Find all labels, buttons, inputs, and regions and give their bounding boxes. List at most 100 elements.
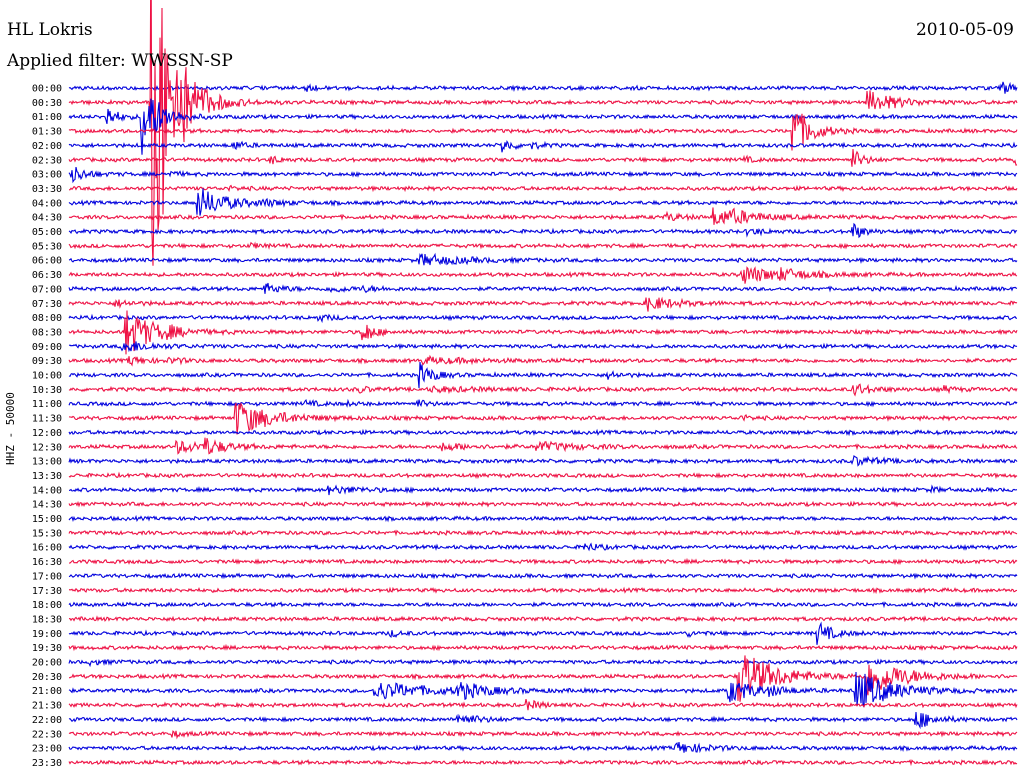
date-label: 2010-05-09 (915, 20, 1014, 40)
trace-line (68, 454, 1018, 467)
time-label: 20:30 (32, 672, 62, 683)
time-label: 11:00 (32, 399, 62, 410)
time-label: 04:00 (32, 198, 62, 209)
time-label: 04:30 (32, 213, 62, 224)
time-label: 02:00 (32, 141, 62, 152)
time-label: 14:00 (32, 485, 62, 496)
time-label: 01:00 (32, 112, 62, 123)
trace-line (68, 362, 1018, 389)
time-label: 11:30 (32, 414, 62, 425)
trace-line (68, 313, 1018, 324)
trace-line (68, 296, 1018, 312)
trace-line (68, 557, 1018, 566)
time-label: 22:00 (32, 715, 62, 726)
time-label: 12:00 (32, 428, 62, 439)
trace-line (68, 207, 1018, 225)
trace-line (68, 471, 1018, 480)
trace-line (68, 437, 1018, 455)
time-label: 14:30 (32, 500, 62, 511)
time-label: 07:30 (32, 299, 62, 310)
trace-line (68, 398, 1018, 408)
time-label: 05:00 (32, 227, 62, 238)
time-label: 17:30 (32, 586, 62, 597)
station-title: HL Lokris (7, 20, 93, 40)
time-label: 08:00 (32, 313, 62, 324)
time-label: 03:30 (32, 184, 62, 195)
trace-line (68, 643, 1018, 652)
trace-line (68, 383, 1018, 397)
time-label: 16:30 (32, 557, 62, 568)
time-label: 15:30 (32, 528, 62, 539)
time-label: 06:00 (32, 256, 62, 267)
channel-label: HHZ - 50000 (4, 392, 17, 465)
time-label: 13:30 (32, 471, 62, 482)
trace-line (68, 241, 1018, 250)
trace-line (68, 759, 1018, 767)
time-label: 21:30 (32, 701, 62, 712)
time-label: 12:30 (32, 442, 62, 453)
trace-line (68, 500, 1018, 508)
time-label: 18:30 (32, 614, 62, 625)
trace-line (68, 149, 1018, 167)
trace-line (68, 542, 1018, 552)
time-label: 05:30 (32, 241, 62, 252)
trace-line (68, 484, 1018, 496)
time-label: 19:00 (32, 629, 62, 640)
time-label: 06:30 (32, 270, 62, 281)
time-label: 13:00 (32, 457, 62, 468)
trace-line (68, 698, 1018, 711)
time-label: 03:00 (32, 170, 62, 181)
trace-line (68, 730, 1018, 740)
time-label: 00:30 (32, 98, 62, 109)
trace-line (68, 222, 1018, 239)
trace-line (68, 341, 1018, 353)
trace-line (68, 712, 1018, 730)
time-label: 07:00 (32, 284, 62, 295)
time-label: 17:00 (32, 571, 62, 582)
time-label: 10:00 (32, 371, 62, 382)
trace-line (68, 81, 1018, 94)
trace-line (68, 184, 1018, 193)
trace-line (68, 671, 1018, 708)
time-label: 19:30 (32, 643, 62, 654)
trace-line (68, 658, 1018, 668)
trace-line (68, 166, 1018, 184)
trace-line (68, 354, 1018, 367)
trace-line (68, 252, 1018, 266)
time-label: 20:00 (32, 658, 62, 669)
trace-line (68, 266, 1018, 284)
trace-line (68, 428, 1018, 437)
trace-line (68, 188, 1018, 216)
trace-line (68, 282, 1018, 294)
trace-line (68, 528, 1018, 537)
time-label-group: 00:00 00:30 01:00 01:30 02:00 02:30 03:00 03:30… (32, 84, 62, 769)
trace-line (68, 621, 1018, 645)
trace-line (68, 514, 1018, 523)
trace-group (68, 0, 1018, 767)
time-label: 08:30 (32, 327, 62, 338)
time-label: 09:30 (32, 356, 62, 367)
filter-label: Applied filter: WWSSN-SP (7, 51, 233, 71)
time-label: 23:00 (32, 744, 62, 755)
trace-line (68, 113, 1018, 151)
trace-line (68, 586, 1018, 595)
trace-line (68, 0, 1018, 266)
time-label: 22:30 (32, 729, 62, 740)
trace-line (68, 741, 1018, 754)
time-label: 02:30 (32, 155, 62, 166)
trace-line (68, 140, 1018, 153)
trace-line (68, 310, 1018, 355)
time-label: 10:30 (32, 385, 62, 396)
time-label: 09:00 (32, 342, 62, 353)
time-label: 01:30 (32, 127, 62, 138)
time-label: 23:30 (32, 758, 62, 769)
trace-line (68, 98, 1018, 155)
trace-line (68, 615, 1018, 623)
trace-line (68, 600, 1018, 609)
time-label: 21:00 (32, 686, 62, 697)
time-label: 15:00 (32, 514, 62, 525)
trace-line (68, 572, 1018, 580)
trace-line (68, 402, 1018, 435)
time-label: 18:00 (32, 600, 62, 611)
